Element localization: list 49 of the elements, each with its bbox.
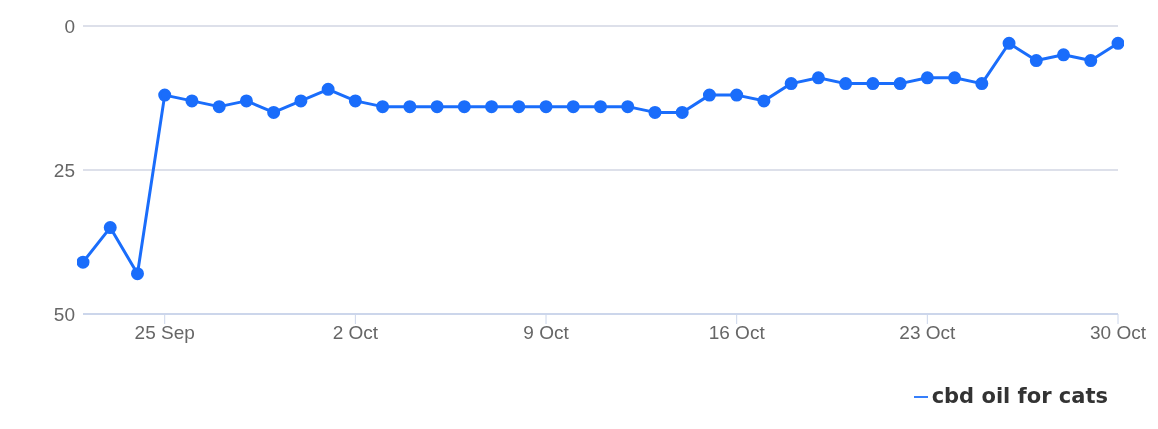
x-tick-label: 23 Oct — [899, 322, 957, 344]
point — [675, 105, 689, 119]
x-tick-label: 25 Sep — [134, 322, 195, 344]
x-tick-label: 16 Oct — [708, 322, 766, 344]
x-tick-label: 2 Oct — [332, 322, 379, 344]
point — [403, 100, 417, 114]
point — [103, 221, 117, 235]
y-tick-label: 50 — [53, 303, 75, 325]
point — [648, 105, 662, 119]
point — [185, 94, 199, 108]
point — [1057, 48, 1071, 62]
point — [1111, 36, 1124, 50]
point — [267, 105, 281, 119]
point — [866, 77, 880, 91]
point — [430, 100, 444, 114]
point — [294, 94, 308, 108]
point — [811, 71, 825, 85]
point — [839, 77, 853, 91]
point — [1084, 54, 1098, 68]
point — [321, 82, 335, 96]
x-tick-label: 9 Oct — [523, 322, 570, 344]
point — [485, 100, 499, 114]
point — [130, 267, 144, 281]
point — [239, 94, 253, 108]
point — [920, 71, 934, 85]
point — [893, 77, 907, 91]
point — [757, 94, 771, 108]
point — [1029, 54, 1043, 68]
x-tick-label: 30 Oct — [1090, 322, 1147, 344]
point — [457, 100, 471, 114]
point — [730, 88, 744, 102]
point — [784, 77, 798, 91]
point — [975, 77, 989, 91]
point — [702, 88, 716, 102]
point — [77, 255, 90, 269]
point — [158, 88, 172, 102]
y-tick-label: 25 — [53, 159, 75, 181]
point — [621, 100, 635, 114]
point — [376, 100, 390, 114]
point — [594, 100, 607, 114]
point — [212, 100, 226, 114]
y-tick-label: 0 — [64, 15, 75, 37]
point — [539, 100, 553, 114]
point — [348, 94, 362, 108]
point — [512, 100, 526, 114]
point — [566, 100, 580, 114]
point — [948, 71, 962, 85]
legend-label: cbd oil for cats — [931, 384, 1108, 408]
point — [1002, 36, 1016, 50]
